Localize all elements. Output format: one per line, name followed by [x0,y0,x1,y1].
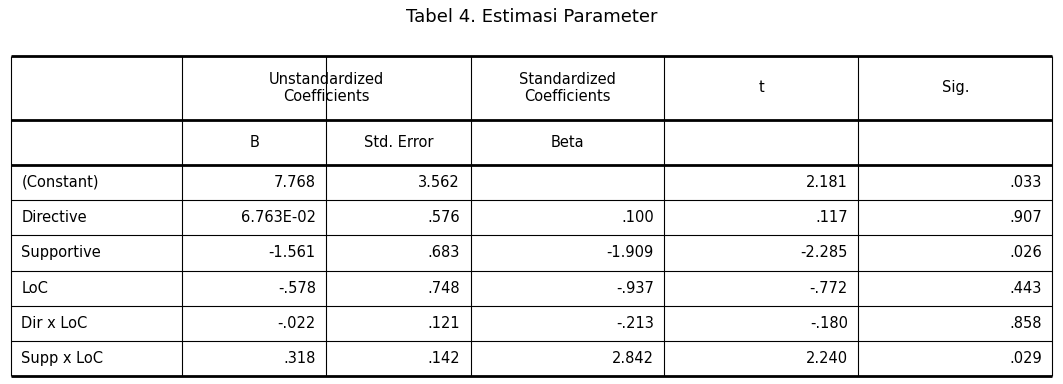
Text: .858: .858 [1009,316,1042,331]
Text: Supportive: Supportive [21,245,101,260]
Text: 2.181: 2.181 [806,175,848,190]
Text: Unstandardized
Coefficients: Unstandardized Coefficients [269,71,384,104]
Text: LoC: LoC [21,281,48,296]
Text: Std. Error: Std. Error [364,135,434,150]
Text: 2.842: 2.842 [612,351,654,366]
Text: .683: .683 [427,245,460,260]
Text: Sig.: Sig. [942,80,969,95]
Text: .033: .033 [1010,175,1042,190]
Text: t: t [759,80,764,95]
Text: -.578: -.578 [277,281,316,296]
Text: -.937: -.937 [615,281,654,296]
Text: 2.240: 2.240 [806,351,848,366]
Text: B: B [250,135,259,150]
Text: Directive: Directive [21,210,87,225]
Text: .907: .907 [1009,210,1042,225]
Text: .443: .443 [1010,281,1042,296]
Text: 6.763E-02: 6.763E-02 [241,210,316,225]
Text: -.213: -.213 [615,316,654,331]
Text: -.180: -.180 [810,316,848,331]
Text: .121: .121 [427,316,460,331]
Text: 3.562: 3.562 [418,175,460,190]
Text: -2.285: -2.285 [800,245,848,260]
Text: .318: .318 [284,351,316,366]
Text: 7.768: 7.768 [274,175,316,190]
Text: Standardized
Coefficients: Standardized Coefficients [519,71,615,104]
Text: Supp x LoC: Supp x LoC [21,351,103,366]
Text: .029: .029 [1009,351,1042,366]
Text: Beta: Beta [551,135,585,150]
Text: Dir x LoC: Dir x LoC [21,316,87,331]
Text: -.022: -.022 [277,316,316,331]
Text: -.772: -.772 [810,281,848,296]
Text: -1.561: -1.561 [269,245,316,260]
Text: Tabel 4. Estimasi Parameter: Tabel 4. Estimasi Parameter [406,8,657,26]
Text: (Constant): (Constant) [21,175,99,190]
Text: .117: .117 [815,210,848,225]
Text: .576: .576 [427,210,460,225]
Text: .748: .748 [427,281,460,296]
Text: -1.909: -1.909 [607,245,654,260]
Text: .142: .142 [427,351,460,366]
Text: .026: .026 [1009,245,1042,260]
Text: .100: .100 [621,210,654,225]
